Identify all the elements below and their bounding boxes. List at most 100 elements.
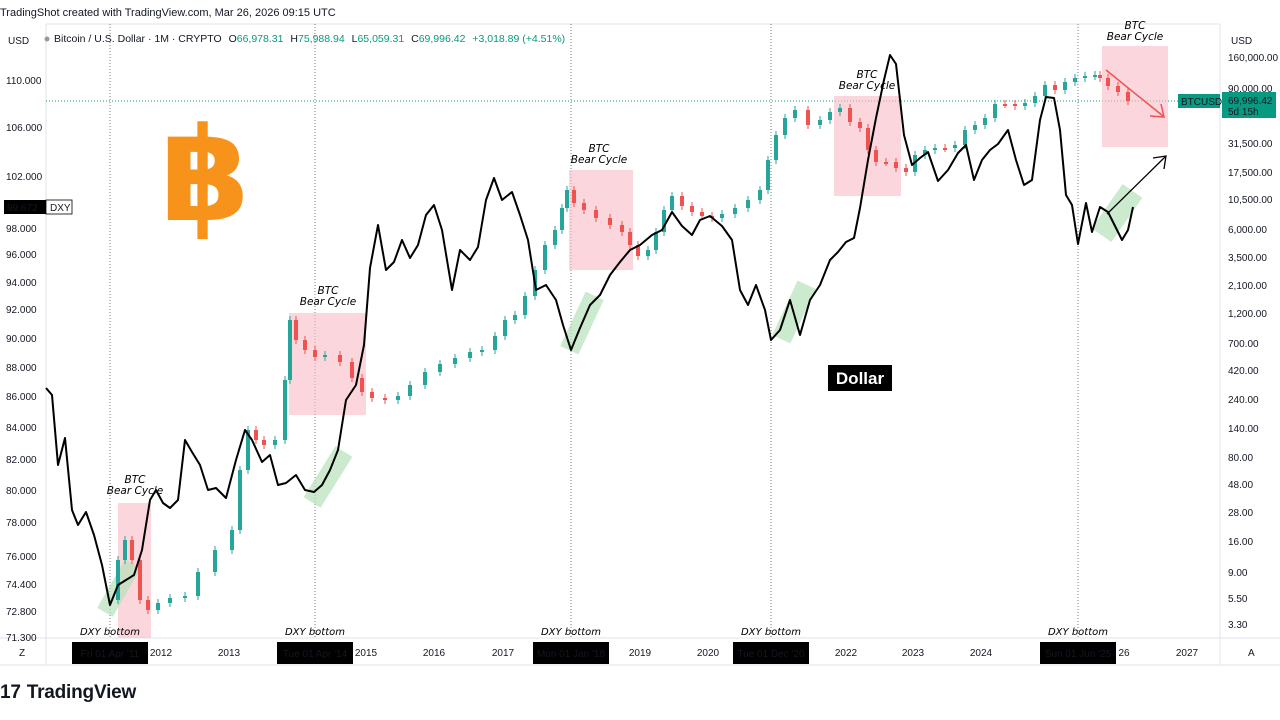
right-scale-label: USD [1231,36,1252,47]
time-axis-date-badges: Fri 01 Apr '11 Tue 01 Apr '14 Mon 01 Jan '… [72,642,1116,664]
candle-body [700,212,704,216]
right-axis-tick: 240.00 [1228,395,1259,406]
candle-body [943,148,947,150]
left-axis-tick: 92.000 [6,305,37,316]
svg-text:Bear Cycle: Bear Cycle [839,80,895,92]
svg-text:BTC: BTC [318,285,340,297]
auto-scale-button-right[interactable]: A [1248,648,1255,659]
svg-text:Bear Cycle: Bear Cycle [1107,31,1163,43]
right-price-axis[interactable]: 160,000.00 90,000.00 31,500.00 17,500.00 10,… [1228,53,1278,631]
right-axis-tick: 90,000.00 [1228,84,1273,95]
candle-body [468,352,472,358]
candle-body [866,128,870,150]
svg-text:DXY bottom: DXY bottom [1048,627,1108,638]
candle-body [1023,103,1027,106]
svg-text:69,996.42: 69,996.42 [1228,96,1273,107]
candle-body [733,208,737,214]
tradingview-brand[interactable]: 17 TradingView [0,682,136,704]
candle-body [774,135,778,160]
candle-body [933,148,937,150]
candle-body [523,296,527,315]
candle-body [818,120,822,125]
candle-body [1098,75,1102,78]
candle-body [746,200,750,208]
auto-scale-button-left[interactable]: Z [19,648,25,659]
candle-body [582,203,586,210]
price-chart[interactable]: USD USD Bitcoin / U.S. Dollar · 1M · CRY… [0,0,1280,680]
right-axis-tick: 2,100.00 [1228,281,1267,292]
candle-body [1053,85,1057,90]
dxy-up-arrow [1106,156,1166,215]
right-axis-tick: 10,500.00 [1228,195,1273,206]
svg-text:Bitcoin / U.S. Dollar · 1M · C: Bitcoin / U.S. Dollar · 1M · CRYPTO O66,… [54,33,565,45]
candle-body [1093,75,1097,77]
svg-text:DXY bottom: DXY bottom [80,627,140,638]
date-badge-bg [72,642,148,664]
left-axis-tick: 72.800 [6,607,37,618]
btc-price-badge: BTCUSD 69,996.42 5d 15h [1178,92,1276,118]
candle-body [360,378,364,392]
candle-body [313,350,317,357]
svg-text:฿: ฿ [160,99,250,251]
svg-text:DXY bottom: DXY bottom [285,627,345,638]
candle-body [156,603,160,610]
green-box-2025 [1091,183,1143,243]
bear-box-2014 [289,313,366,415]
dxy-value-badge: 99.672 DXY [4,199,73,215]
time-axis-tick: 2017 [492,648,515,659]
candle-body [572,190,576,203]
candle-body [904,168,908,172]
time-axis-tick: 2027 [1176,648,1199,659]
candle-body [1073,78,1077,82]
candle-body [273,440,277,445]
candle-body [594,210,598,218]
time-axis-tick: 2015 [355,648,378,659]
left-price-axis[interactable]: 110.000 106.000 102.000 98.000 96.000 94.000 9… [6,76,43,644]
candle-body [1126,92,1130,101]
right-axis-tick: 31,500.00 [1228,139,1273,150]
time-axis[interactable]: 2012 2013 2015 2016 2017 2019 2020 2022 2023 2024… [150,648,1199,659]
projection-arrows [1105,69,1167,215]
ohlc-low: 65,059.31 [357,33,404,45]
time-axis-tick: 2020 [697,648,720,659]
candle-body [238,470,242,530]
candle-body [858,122,862,128]
candle-body [680,196,684,206]
candle-body [670,196,674,210]
candle-body [383,398,387,400]
date-badge-bg [533,642,609,664]
left-axis-tick: 98.000 [6,224,37,235]
left-axis-tick: 82.000 [6,455,37,466]
candle-body [146,600,150,610]
left-scale-label: USD [8,36,29,47]
time-axis-tick: 2019 [629,648,652,659]
candle-body [1043,85,1047,96]
candle-body [1013,104,1017,106]
candle-body [983,118,987,125]
time-axis-tick: 26 [1118,648,1130,659]
left-axis-tick: 102.000 [6,172,43,183]
svg-text:Bear Cycle: Bear Cycle [300,296,356,308]
left-axis-tick: 90.000 [6,334,37,345]
right-axis-tick: 9.00 [1228,568,1248,579]
candle-body [283,380,287,440]
date-badge-label: Sun 01 Jun '25 [1045,649,1112,660]
time-axis-tick: 2013 [218,648,241,659]
date-badge-bg [733,642,809,664]
left-axis-tick: 76.000 [6,552,37,563]
svg-text:99.672: 99.672 [7,203,38,214]
candle-body [1083,76,1087,78]
btc-candles [116,71,1130,614]
candle-body [254,430,258,440]
ohlc-c-label: C [411,33,419,45]
svg-text:BTCUSD: BTCUSD [1181,97,1222,108]
btc-down-arrow [1105,69,1164,117]
candle-body [1106,78,1110,86]
candle-body [1116,86,1120,92]
right-axis-tick: 48.00 [1228,480,1253,491]
symbol-legend[interactable]: Bitcoin / U.S. Dollar · 1M · CRYPTO O66,… [44,33,566,45]
